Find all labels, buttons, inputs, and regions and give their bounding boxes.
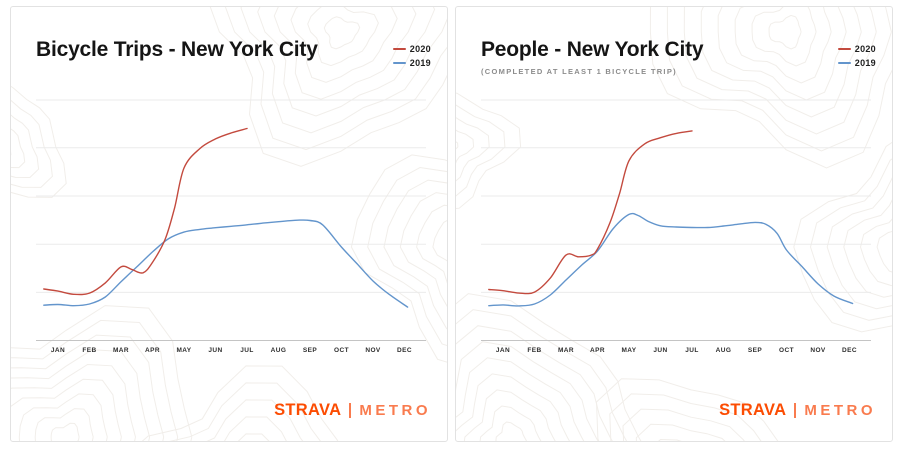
x-axis-label: APR [590, 347, 605, 354]
bicycle-trips-chart-card: Bicycle Trips - New York City 2020 2019 … [10, 6, 448, 442]
logo-divider [349, 403, 352, 418]
page-title: People - New York City [481, 38, 704, 61]
logo-divider [794, 403, 797, 418]
strava-wordmark: STRAVA [719, 401, 787, 419]
chart-legend: 2020 2019 [392, 43, 431, 68]
legend-swatch-2019-icon [837, 61, 851, 64]
x-axis: JAN FEB MAR APR MAY JUN JUL AUG SEP OCT NOV DEC [481, 347, 871, 359]
page-title: Bicycle Trips - New York City [36, 38, 318, 61]
x-axis-label: MAY [176, 347, 192, 354]
x-axis-label: APR [145, 347, 160, 354]
x-axis-label: MAY [621, 347, 637, 354]
x-axis-label: OCT [779, 347, 794, 354]
x-axis-label: OCT [334, 347, 349, 354]
x-axis-label: DEC [842, 347, 857, 354]
series-line-2020 [43, 127, 248, 296]
panel-header: Bicycle Trips - New York City [36, 38, 318, 67]
x-axis-label: JUL [685, 347, 699, 354]
x-axis-label: JAN [50, 347, 66, 354]
legend-item-2019: 2019 [392, 57, 431, 68]
x-axis-label: AUG [270, 347, 287, 354]
x-axis-label: JUN [653, 347, 668, 354]
x-axis-label: NOV [810, 347, 826, 354]
series-line-2019 [43, 219, 409, 308]
strava-wordmark: STRAVA [274, 401, 342, 419]
x-axis-label: AUG [715, 347, 732, 354]
legend-item-2020: 2020 [837, 43, 876, 54]
legend-label: 2019 [409, 57, 431, 68]
legend-swatch-2020-icon [837, 47, 851, 50]
strava-metro-logo: STRAVA METRO [274, 401, 431, 420]
chart-subtitle: (COMPLETED AT LEAST 1 BICYCLE TRIP) [481, 67, 677, 76]
x-axis-label: MAR [112, 347, 130, 354]
x-axis-label: NOV [365, 347, 381, 354]
people-chart-card: People - New York City (COMPLETED AT LEA… [455, 6, 893, 442]
strava-metro-logo: STRAVA METRO [719, 401, 876, 420]
legend-label: 2019 [854, 57, 876, 68]
x-axis-label: SEP [747, 347, 763, 354]
legend-item-2019: 2019 [837, 57, 876, 68]
x-axis: JAN FEB MAR APR MAY JUN JUL AUG SEP OCT NOV DEC [36, 347, 426, 359]
x-axis-label: JUN [208, 347, 223, 354]
legend-swatch-2019-icon [392, 61, 406, 64]
metro-wordmark: METRO [359, 402, 431, 419]
x-axis-label: FEB [527, 347, 542, 354]
x-axis-label: SEP [302, 347, 318, 354]
metro-wordmark: METRO [804, 402, 876, 419]
line-chart: JAN FEB MAR APR MAY JUN JUL AUG SEP OCT NOV DEC [36, 99, 426, 369]
chart-legend: 2020 2019 [837, 43, 876, 68]
series-line-2020 [488, 130, 693, 295]
legend-label: 2020 [409, 43, 431, 54]
x-axis-label: JUL [240, 347, 254, 354]
legend-label: 2020 [854, 43, 876, 54]
panel-header: People - New York City (COMPLETED AT LEA… [481, 38, 704, 76]
x-axis-label: MAR [557, 347, 575, 354]
legend-swatch-2020-icon [392, 47, 406, 50]
legend-item-2020: 2020 [392, 43, 431, 54]
x-axis-label: DEC [397, 347, 412, 354]
x-axis-label: JAN [495, 347, 511, 354]
line-chart: JAN FEB MAR APR MAY JUN JUL AUG SEP OCT NOV DEC [481, 99, 871, 369]
x-axis-label: FEB [82, 347, 97, 354]
